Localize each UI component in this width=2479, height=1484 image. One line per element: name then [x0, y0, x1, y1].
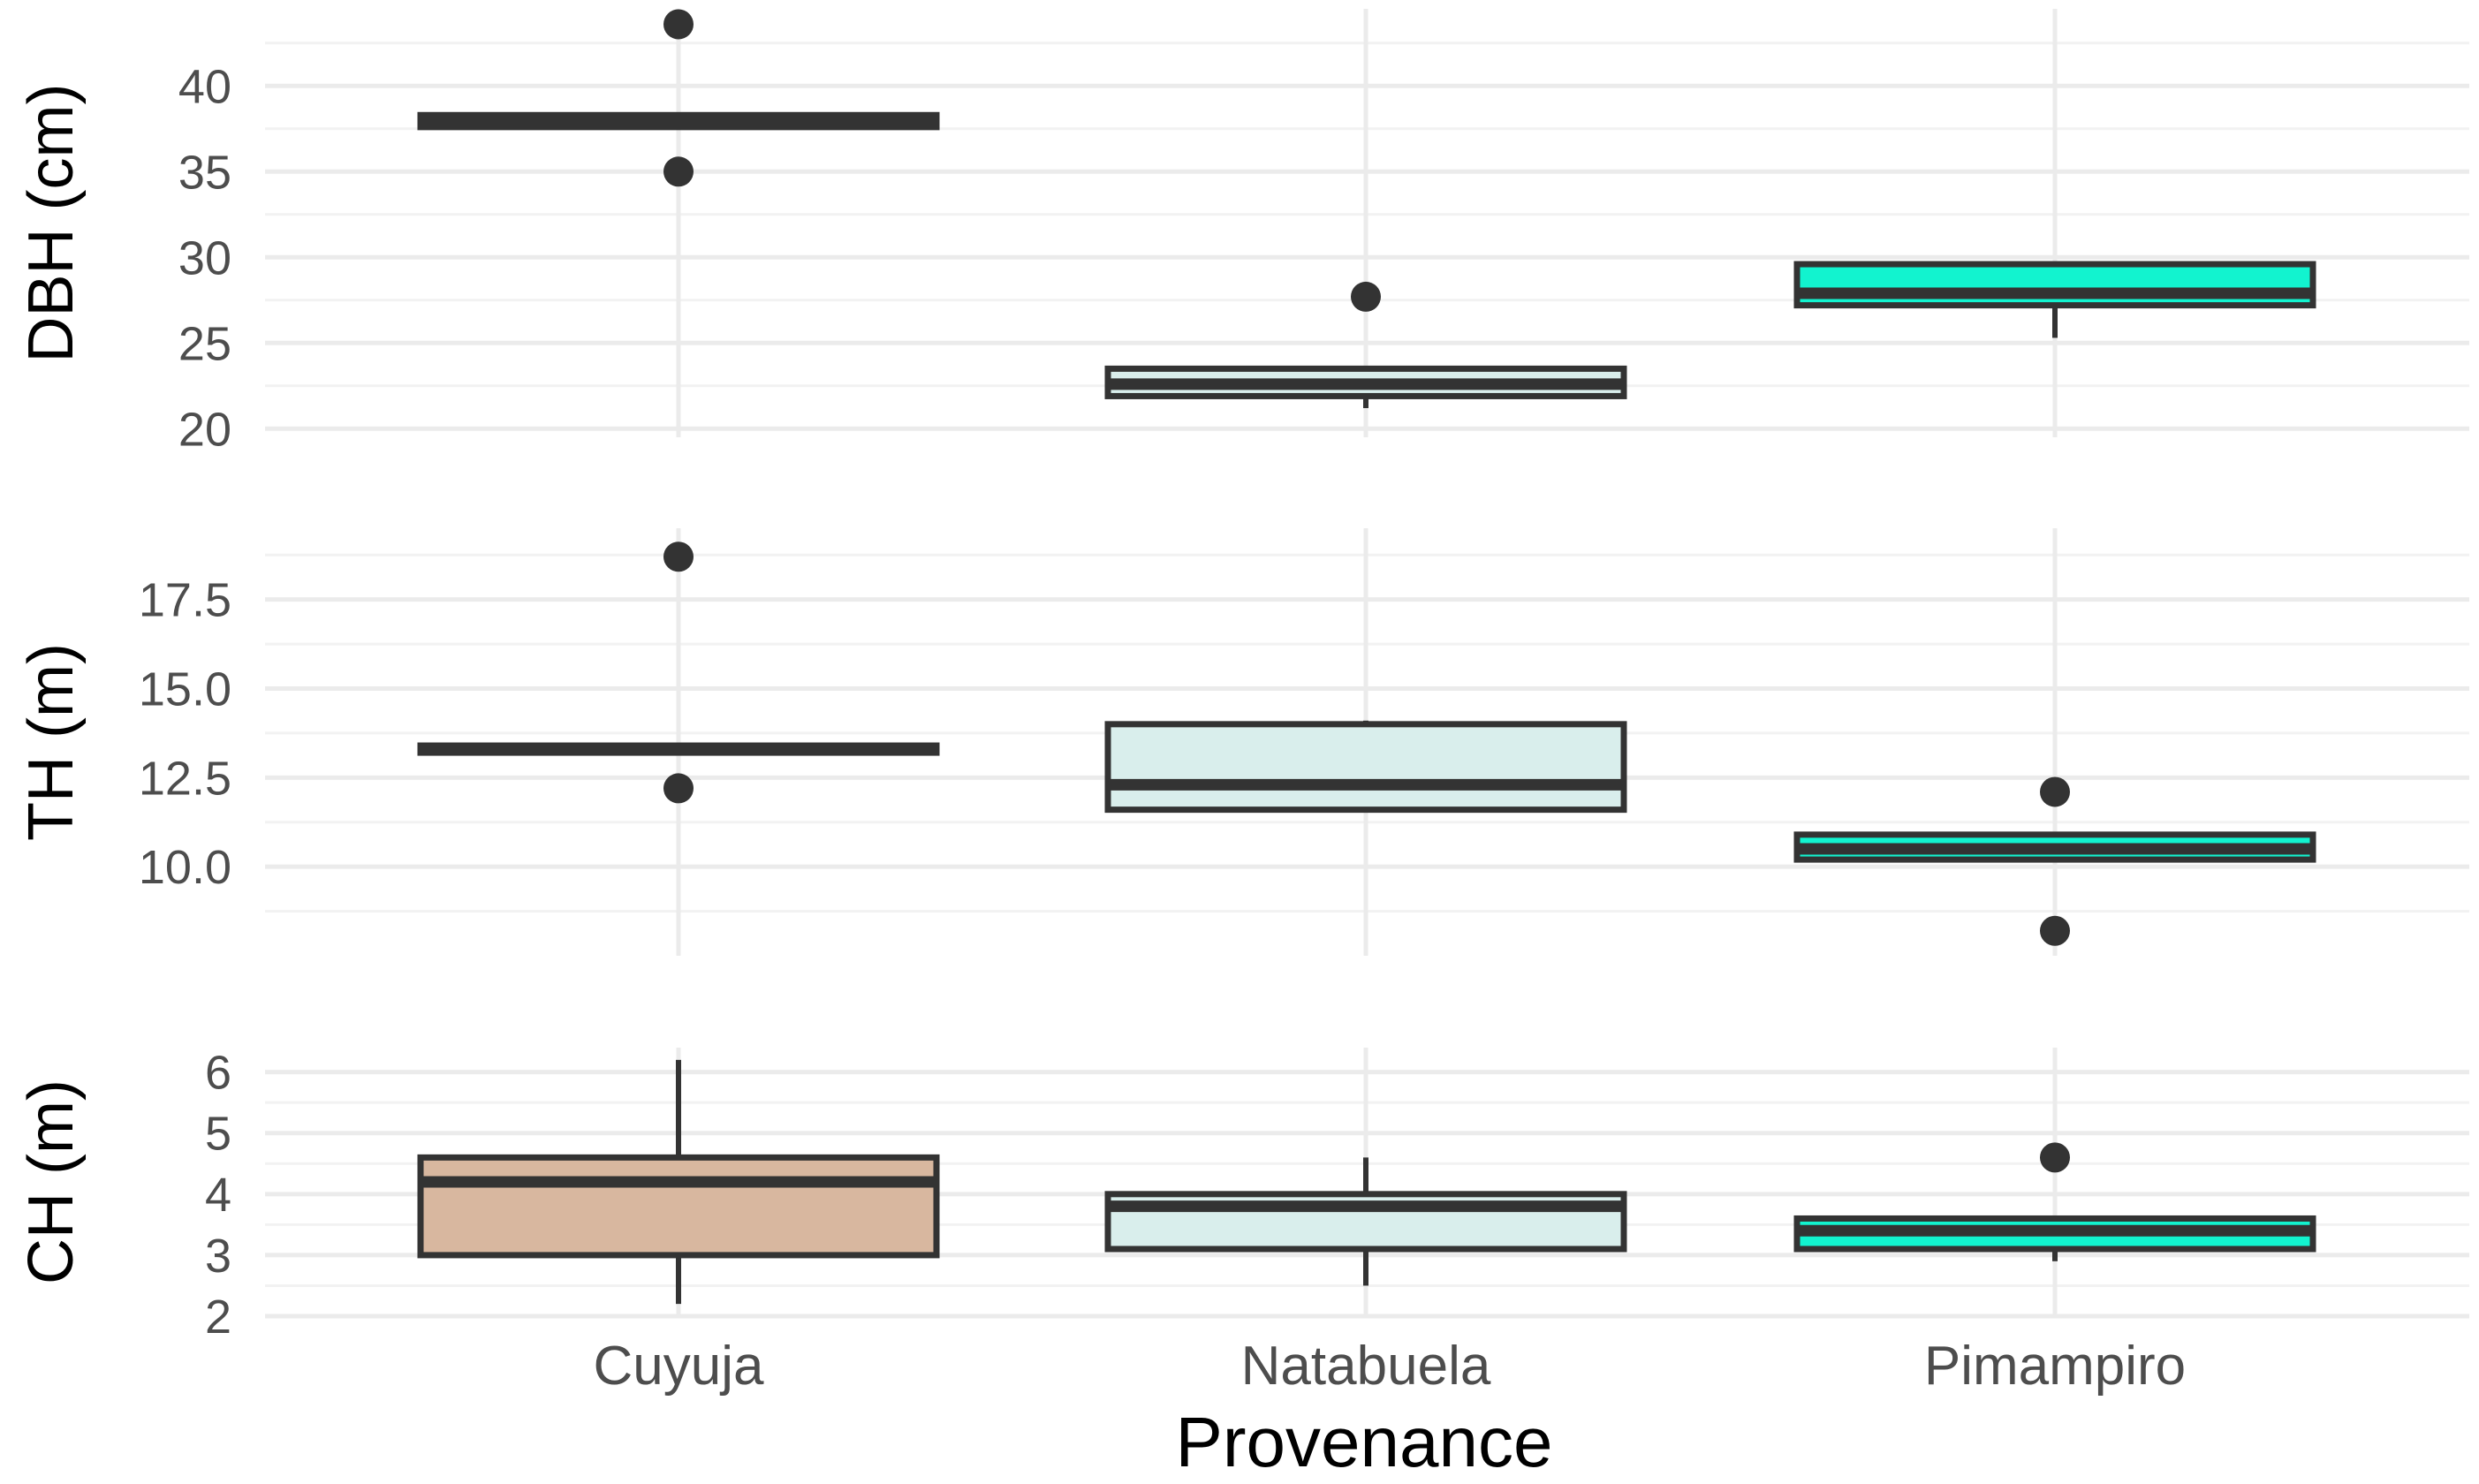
- y-axis-title: CH (m): [16, 1079, 87, 1284]
- box-natabuela: [1104, 720, 1627, 814]
- x-tick-label-natabuela: Natabuela: [1241, 1336, 1491, 1397]
- y-tick-label: 20: [178, 403, 231, 456]
- box-cuyuja: [417, 9, 940, 187]
- x-axis: Cuyuja Natabuela Pimampiro: [594, 1336, 2187, 1397]
- box-iqr: [1104, 721, 1627, 814]
- y-tick-label: 12.5: [139, 752, 231, 805]
- x-tick-label-pimampiro: Pimampiro: [1924, 1336, 2186, 1397]
- box-cuyuja: [417, 541, 940, 804]
- y-axis-title: DBH (cm): [16, 84, 87, 363]
- panel-0: 20 25 30 35 40 DBH (cm): [16, 9, 2469, 456]
- y-axis-title: TH (m): [16, 643, 87, 841]
- box-natabuela: [1104, 1157, 1627, 1286]
- outlier-point: [663, 9, 694, 40]
- box-pimampiro: [1793, 1142, 2316, 1261]
- y-tick-label: 3: [205, 1230, 231, 1283]
- box-pimampiro: [1793, 261, 2316, 338]
- x-axis-title: Provenance: [1176, 1403, 1553, 1481]
- y-tick-label: 2: [205, 1291, 231, 1344]
- box-pimampiro: [1793, 776, 2316, 946]
- y-tick-label: 6: [205, 1047, 231, 1100]
- y-tick-label: 17.5: [139, 574, 231, 627]
- box-natabuela: [1104, 281, 1627, 409]
- outlier-point: [663, 773, 694, 804]
- box-iqr: [1793, 261, 2316, 309]
- outlier-point: [2040, 776, 2070, 807]
- outlier-point: [663, 541, 694, 572]
- y-tick-label: 30: [178, 231, 231, 284]
- y-tick-label: 25: [178, 317, 231, 370]
- outlier-point: [2040, 915, 2070, 946]
- y-tick-label: 10.0: [139, 841, 231, 894]
- outlier-point: [2040, 1142, 2070, 1173]
- x-tick-label-cuyuja: Cuyuja: [594, 1336, 765, 1397]
- outlier-point: [663, 156, 694, 187]
- y-tick-label: 5: [205, 1108, 231, 1161]
- outlier-point: [1351, 281, 1381, 312]
- panel-2: 2 3 4 5 6 CH (m): [16, 1047, 2469, 1344]
- y-tick-label: 40: [178, 60, 231, 113]
- box-cuyuja: [417, 1059, 940, 1305]
- panel-1: 10.0 12.5 15.0 17.5 TH (m): [16, 528, 2469, 956]
- box-iqr: [417, 1154, 940, 1259]
- y-tick-label: 4: [205, 1169, 231, 1222]
- y-tick-label: 35: [178, 146, 231, 199]
- y-tick-label: 15.0: [139, 663, 231, 716]
